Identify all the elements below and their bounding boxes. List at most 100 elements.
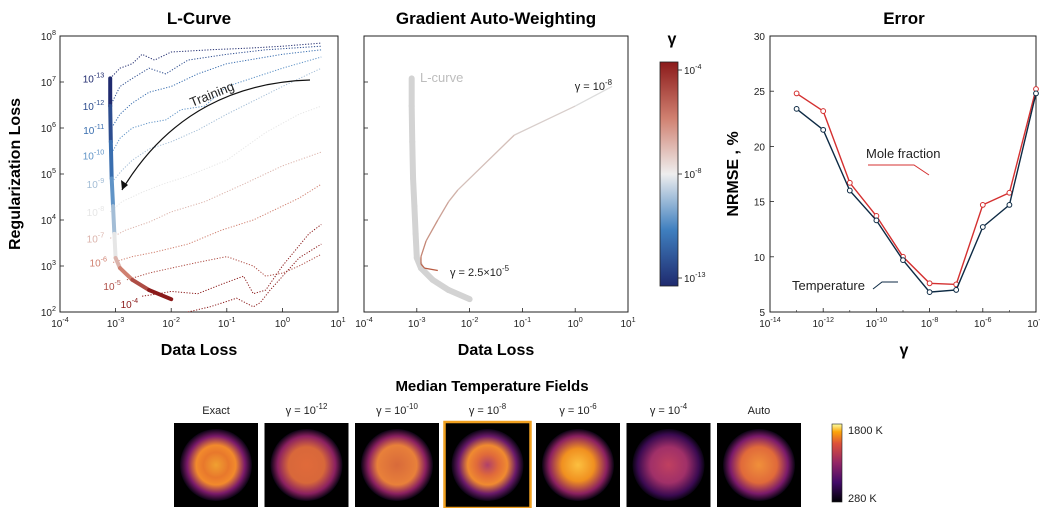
error-point-1-8 [1006,202,1013,208]
lcurve-ytick-label: 108 [41,28,56,43]
training-curve-0 [109,42,322,79]
auto-xtick-label: 10-3 [408,315,426,330]
field-blob-2 [361,429,433,501]
auto-lcurve-seg-5 [412,230,420,261]
gamma-label-8: 10-5 [103,278,121,293]
auto-xtick-label: 101 [620,315,635,330]
error-ytick-label: 15 [754,198,766,209]
training-curve-5 [109,105,322,213]
training-curve-10 [187,243,322,312]
error-point-0-0 [793,90,800,97]
error-series-line-1 [796,93,1037,293]
field-blob-0 [180,429,252,501]
training-label: Training [188,78,237,109]
gamma-label-3: 10-10 [83,148,105,163]
mole-fraction-leader [868,164,930,176]
lcurve-main-curve [108,76,174,302]
lcurve-gamma-labels: 10-13 10-12 10-11 10-10 10-9 10-8 10-7 10-6 10-5… [83,70,138,311]
lcurve-xtick-label: 10-1 [218,315,236,330]
auto-path-seg-2 [457,134,515,191]
field-label-3: γ = 10-8 [469,402,507,417]
lcurve-ytick-label: 102 [41,304,56,319]
error-ytick-label: 25 [754,87,766,98]
mole-fraction-label: Mole fraction [866,146,940,161]
lcurve-xtick-label: 100 [275,315,290,330]
gamma-colorbar-title: γ [668,31,677,48]
error-point-1-6 [953,287,960,293]
error-point-0-8 [1006,189,1013,196]
field-label-5: γ = 10-4 [650,402,688,417]
gamma-colorbar-tick-label: 10-4 [684,62,702,77]
lcurve-seg-2 [108,139,114,181]
error-panel: Error 10-14 10-12 10-10 10-8 10-6 10-4 5 10 15 20… [725,9,1040,359]
field-blob-3 [451,429,524,501]
field-blob-4 [542,429,614,501]
lcurve-training-curves [109,42,322,312]
error-series [793,86,1039,296]
field-label-6: Auto [748,405,771,417]
field-label-4: γ = 10-6 [559,402,597,417]
gamma-label-5: 10-8 [87,204,105,219]
gamma-label-2: 10-11 [83,122,104,137]
error-title: Error [883,9,925,28]
lcurve-ytick-label: 103 [41,258,56,273]
error-xtick-label: 10-14 [759,315,781,330]
auto-path-seg-3 [448,189,459,203]
training-arrow-head [121,180,128,190]
auto-label-start: γ = 10-8 [575,78,613,93]
error-point-1-4 [900,257,906,264]
field-highlight-frame [443,420,532,508]
error-xtick-label: 10-6 [974,315,992,330]
gamma-colorbar: γ 10-4 10-8 10-13 [659,31,706,287]
error-point-1-1 [820,126,827,133]
lcurve-seg-5 [112,231,118,260]
auto-path-seg-5 [425,219,439,242]
error-xtick-label: 10-10 [866,315,888,330]
auto-lcurve-seg-8 [429,276,452,294]
lcurve-xlabel: Data Loss [161,342,238,359]
lcurve-seg-4 [111,204,117,236]
error-ytick-label: 20 [754,142,766,153]
lcurve-xtick-label: 10-4 [51,315,69,330]
training-arrow [121,79,311,191]
auto-path-seg-0 [574,85,613,107]
lcurve-ytick-label: 106 [41,120,56,135]
error-series-line-0 [796,88,1037,286]
gamma-label-0: 10-13 [83,70,105,85]
fields-title: Median Temperature Fields [395,378,588,395]
lcurve-title: L-Curve [167,9,231,28]
auto-weighting-path [420,85,613,272]
training-curve-8 [126,253,322,281]
gamma-label-9: 10-4 [121,296,139,311]
auto-xtick-label: 10-2 [461,315,479,330]
error-ytick-label: 10 [754,253,766,264]
auto-lcurve-reference [408,75,473,303]
gamma-label-6: 10-7 [87,230,105,245]
lcurve-ytick-label: 105 [41,166,56,181]
lcurve-panel: L-Curve 10-4 10-3 10-2 10-1 100 1011021031041… [7,9,346,359]
error-xtick-label: 10-12 [812,315,834,330]
auto-label-end: γ = 2.5×10-5 [450,264,510,279]
temperature-colorbar [831,423,843,503]
auto-path-seg-6 [420,240,427,257]
lcurve-ref-label: L-curve [420,70,463,85]
training-curve-4 [109,67,322,185]
field-label-0: Exact [202,405,230,417]
error-point-1-0 [793,105,800,112]
lcurve-ticks: 10-4 10-3 10-2 10-1 100 101 102 103 104 105 106 107… [41,28,346,330]
lcurve-seg-8 [130,277,152,293]
auto-ticks: 10-4 10-3 10-2 10-1 100 101 [355,35,636,330]
auto-path-seg-4 [437,201,450,221]
lcurve-seg-7 [118,266,135,282]
auto-xtick-label: 10-1 [514,315,532,330]
gamma-label-1: 10-12 [83,98,105,113]
error-point-1-5 [926,289,933,296]
auto-lcurve-seg-2 [409,138,417,182]
error-ytick-label: 30 [754,32,766,43]
error-xlabel: γ [900,342,909,359]
temperature-colorbar-min: 280 K [848,493,877,505]
temperature-colorbar-max: 1800 K [848,425,884,437]
auto-path-seg-1 [513,105,576,136]
field-blob-5 [632,429,705,501]
field-label-2: γ = 10-10 [376,402,418,417]
